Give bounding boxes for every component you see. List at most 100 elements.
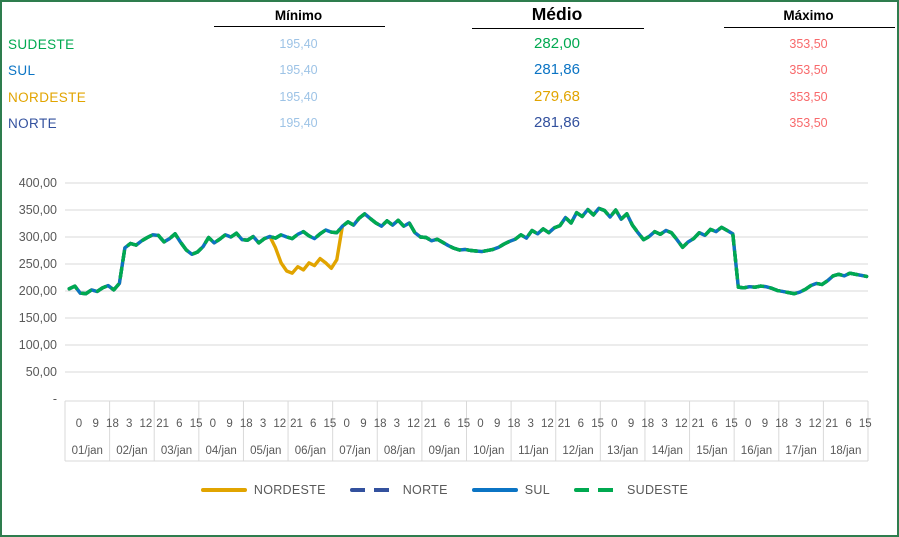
hour-tick-label: 21 (825, 418, 838, 430)
hour-tick-label: 15 (457, 418, 470, 430)
hour-tick-label: 3 (394, 418, 400, 430)
row-label-norte: NORTE (8, 116, 58, 131)
avg-value-norte: 281,86 (534, 114, 580, 131)
hour-tick-label: 9 (93, 418, 99, 430)
date-tick-label: 06/jan (295, 445, 326, 457)
hour-tick-label: 0 (477, 418, 483, 430)
chart-legend: NORDESTE NORTE SUL SUDESTE (2, 479, 887, 501)
y-tick-label: 400,00 (19, 176, 57, 190)
date-tick-label: 15/jan (696, 445, 727, 457)
date-tick-label: 10/jan (473, 445, 504, 457)
date-tick-label: 18/jan (830, 445, 861, 457)
hour-tick-label: 3 (126, 418, 132, 430)
row-label-sudeste: SUDESTE (8, 37, 75, 52)
hour-tick-label: 15 (190, 418, 203, 430)
date-tick-label: 09/jan (429, 445, 460, 457)
hour-tick-label: 21 (156, 418, 169, 430)
date-tick-label: 13/jan (607, 445, 638, 457)
y-tick-label: 50,00 (26, 365, 57, 379)
hour-tick-label: 3 (661, 418, 667, 430)
hour-tick-label: 0 (745, 418, 751, 430)
hour-tick-label: 18 (775, 418, 788, 430)
hour-tick-label: 12 (140, 418, 153, 430)
legend-item-sudeste[interactable]: SUDESTE (573, 483, 689, 497)
hour-tick-label: 6 (444, 418, 450, 430)
hour-tick-label: 18 (374, 418, 387, 430)
max-value-norte: 353,50 (789, 116, 828, 130)
hour-tick-label: 18 (106, 418, 119, 430)
sudeste-line-sample (573, 488, 620, 492)
hour-tick-label: 0 (611, 418, 617, 430)
min-value-nordeste: 195,40 (279, 90, 318, 104)
column-header-maximo: Máximo (783, 8, 834, 23)
row-label-nordeste: NORDESTE (8, 90, 87, 105)
date-tick-label: 02/jan (116, 445, 147, 457)
sudeste-line[interactable] (67, 206, 869, 296)
nordeste-line-sample (200, 488, 247, 492)
column-header-minimo: Mínimo (274, 8, 323, 23)
date-tick-label: 12/jan (562, 445, 593, 457)
medio-header-rule (472, 28, 644, 29)
y-tick-label: - (53, 392, 57, 406)
hour-tick-label: 0 (343, 418, 349, 430)
hour-tick-label: 21 (558, 418, 571, 430)
date-tick-label: 08/jan (384, 445, 415, 457)
hour-tick-label: 3 (260, 418, 266, 430)
legend-label: SUL (524, 483, 550, 497)
date-tick-label: 17/jan (785, 445, 816, 457)
hour-tick-label: 6 (845, 418, 851, 430)
hour-tick-label: 12 (541, 418, 554, 430)
hour-tick-label: 15 (324, 418, 337, 430)
norte-line-sample (349, 488, 396, 492)
legend-label: NORDESTE (253, 483, 326, 497)
hour-tick-label: 21 (424, 418, 437, 430)
y-tick-label: 150,00 (19, 311, 57, 325)
hour-tick-label: 15 (725, 418, 738, 430)
legend-item-norte[interactable]: NORTE (349, 483, 448, 497)
legend-item-nordeste[interactable]: NORDESTE (200, 483, 326, 497)
hour-tick-label: 15 (591, 418, 604, 430)
y-tick-label: 350,00 (19, 203, 57, 217)
hour-tick-label: 12 (675, 418, 688, 430)
legend-item-sul[interactable]: SUL (471, 483, 550, 497)
maximo-header-rule (724, 27, 895, 28)
date-tick-label: 03/jan (161, 445, 192, 457)
hour-tick-label: 6 (712, 418, 718, 430)
date-tick-label: 01/jan (72, 445, 103, 457)
y-tick-label: 200,00 (19, 284, 57, 298)
hour-tick-label: 12 (809, 418, 822, 430)
max-value-sudeste: 353,50 (789, 37, 828, 51)
y-tick-label: 250,00 (19, 257, 57, 271)
hour-tick-label: 9 (360, 418, 366, 430)
min-value-sudeste: 195,40 (279, 37, 318, 51)
summary-table: Mínimo Médio Máximo SUDESTE SUL NORDESTE… (2, 2, 897, 152)
y-tick-label: 100,00 (19, 338, 57, 352)
hour-tick-label: 12 (273, 418, 286, 430)
hour-tick-label: 9 (628, 418, 634, 430)
hour-tick-label: 6 (578, 418, 584, 430)
hour-tick-label: 18 (240, 418, 253, 430)
hour-tick-label: 15 (859, 418, 872, 430)
date-tick-label: 04/jan (205, 445, 236, 457)
hour-tick-label: 9 (226, 418, 232, 430)
avg-value-sudeste: 282,00 (534, 35, 580, 52)
minimo-header-rule (214, 26, 385, 27)
y-tick-label: 300,00 (19, 230, 57, 244)
hour-tick-label: 3 (795, 418, 801, 430)
hour-tick-label: 18 (641, 418, 654, 430)
max-value-nordeste: 353,50 (789, 90, 828, 104)
date-tick-label: 16/jan (741, 445, 772, 457)
legend-label: SUDESTE (626, 483, 689, 497)
avg-value-sul: 281,86 (534, 61, 580, 78)
max-value-sul: 353,50 (789, 63, 828, 77)
date-tick-label: 11/jan (518, 445, 548, 457)
date-tick-label: 14/jan (652, 445, 683, 457)
hour-tick-label: 6 (176, 418, 182, 430)
date-tick-label: 05/jan (250, 445, 281, 457)
hour-tick-label: 9 (494, 418, 500, 430)
date-tick-label: 07/jan (339, 445, 370, 457)
min-value-sul: 195,40 (279, 63, 318, 77)
hour-tick-label: 3 (527, 418, 533, 430)
